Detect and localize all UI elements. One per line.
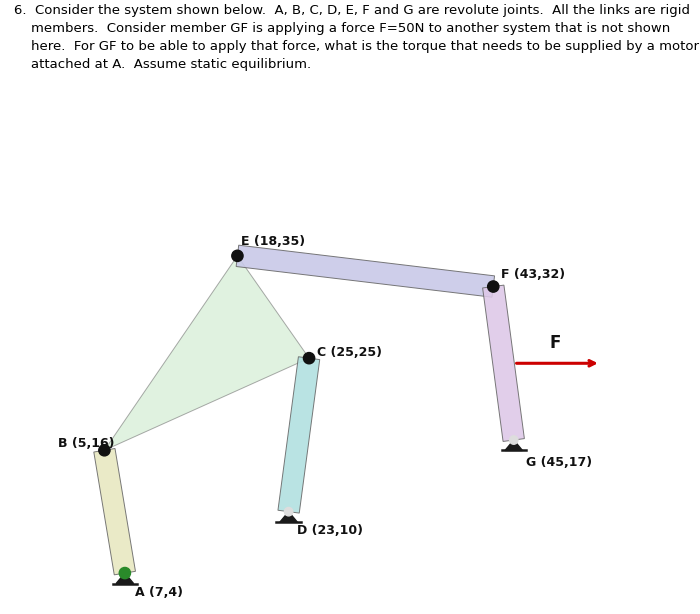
- Text: F (43,32): F (43,32): [501, 268, 566, 281]
- Text: E (18,35): E (18,35): [241, 235, 304, 247]
- Circle shape: [119, 567, 130, 578]
- Polygon shape: [278, 357, 320, 513]
- Polygon shape: [280, 511, 298, 522]
- Circle shape: [303, 352, 315, 363]
- Text: B (5,16): B (5,16): [58, 437, 115, 450]
- Text: 6.  Consider the system shown below.  A, B, C, D, E, F and G are revolute joints: 6. Consider the system shown below. A, B…: [14, 4, 699, 71]
- Circle shape: [232, 251, 243, 262]
- Text: D (23,10): D (23,10): [297, 524, 363, 537]
- Polygon shape: [104, 256, 309, 450]
- Text: A (7,4): A (7,4): [135, 586, 183, 599]
- Polygon shape: [116, 573, 134, 583]
- Circle shape: [284, 507, 293, 516]
- Circle shape: [510, 436, 518, 445]
- Polygon shape: [236, 245, 494, 297]
- Polygon shape: [94, 448, 136, 575]
- Polygon shape: [505, 440, 522, 451]
- Circle shape: [488, 281, 499, 292]
- Text: G (45,17): G (45,17): [526, 456, 592, 468]
- Text: C (25,25): C (25,25): [317, 346, 382, 359]
- Polygon shape: [482, 285, 524, 441]
- Circle shape: [99, 445, 110, 456]
- Text: F: F: [550, 334, 561, 352]
